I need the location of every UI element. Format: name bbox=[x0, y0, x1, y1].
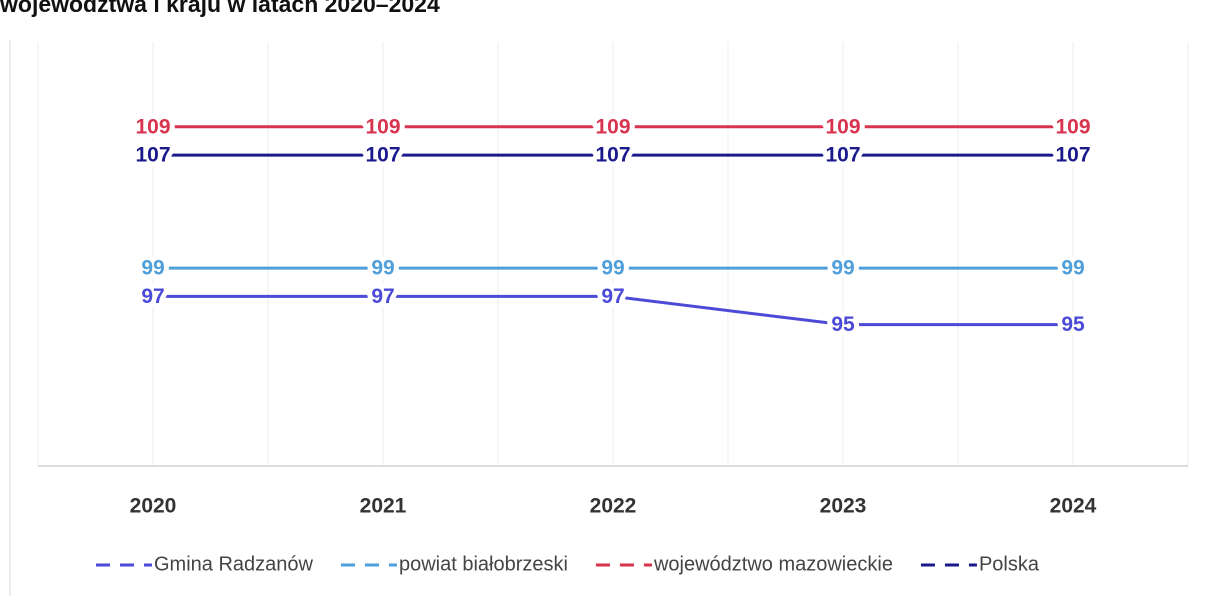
x-tick-label: 2021 bbox=[360, 495, 407, 518]
x-tick-label: 2024 bbox=[1050, 495, 1097, 518]
x-tick-label: 2022 bbox=[590, 495, 637, 518]
data-label: 97 bbox=[141, 285, 164, 308]
legend-label: Polska bbox=[979, 553, 1040, 575]
data-label: 107 bbox=[1055, 144, 1090, 167]
data-label: 109 bbox=[825, 115, 860, 138]
data-label: 107 bbox=[825, 144, 860, 167]
data-label: 99 bbox=[371, 257, 394, 280]
chart-title: województwa i kraju w latach 2020–2024 bbox=[0, 0, 440, 17]
x-tick-label: 2023 bbox=[820, 495, 867, 518]
data-label: 109 bbox=[135, 115, 170, 138]
series-line bbox=[153, 294, 1073, 327]
data-label: 109 bbox=[595, 115, 630, 138]
data-label: 97 bbox=[371, 285, 394, 308]
data-label: 109 bbox=[365, 115, 400, 138]
data-label: 99 bbox=[601, 257, 624, 280]
x-tick-label: 2020 bbox=[130, 495, 177, 518]
legend-label: województwo mazowieckie bbox=[653, 553, 893, 575]
data-label: 107 bbox=[135, 144, 170, 167]
data-label: 109 bbox=[1055, 115, 1090, 138]
data-label: 99 bbox=[1061, 257, 1084, 280]
legend-label: powiat białobrzeski bbox=[399, 553, 568, 575]
data-label: 107 bbox=[365, 144, 400, 167]
data-label: 95 bbox=[1061, 313, 1085, 336]
legend-label: Gmina Radzanów bbox=[154, 553, 314, 575]
data-label: 99 bbox=[831, 257, 854, 280]
data-label: 107 bbox=[595, 144, 630, 167]
data-label: 97 bbox=[601, 285, 624, 308]
data-label: 99 bbox=[141, 257, 164, 280]
data-label: 95 bbox=[831, 313, 855, 336]
